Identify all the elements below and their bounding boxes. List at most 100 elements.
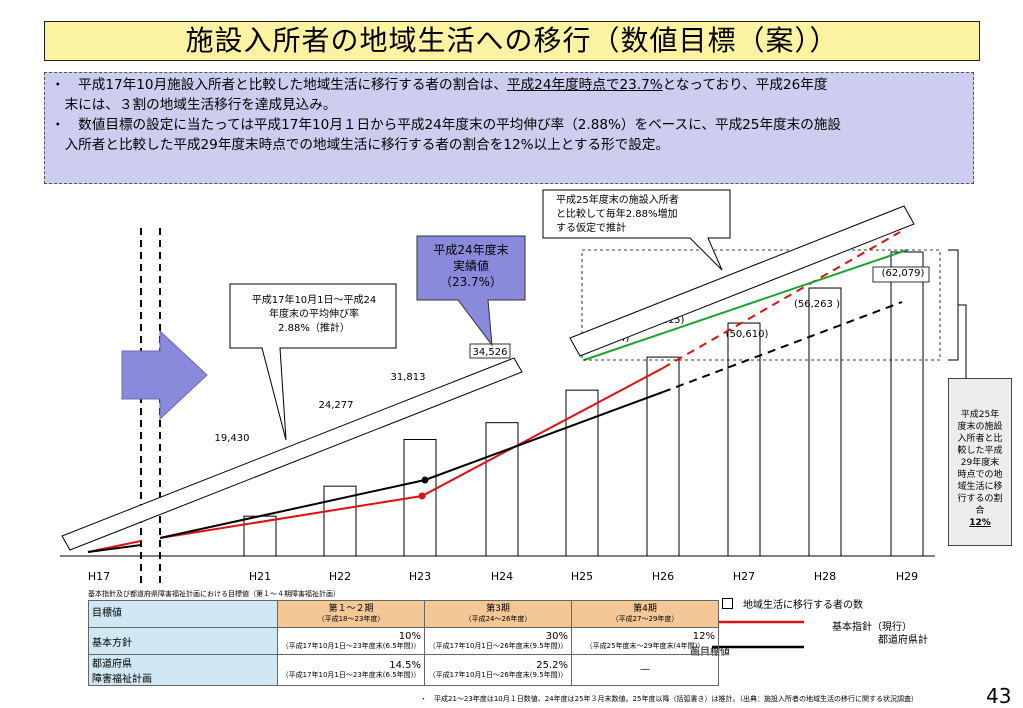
- x-tick-label: H25: [571, 570, 593, 583]
- side-note-line: 合: [975, 506, 985, 516]
- side-note-line: 域生活に移: [957, 482, 1003, 492]
- table-cell: 10% （平成17年10月1日～23年度末(6.5年間)）: [277, 627, 425, 655]
- cell-sub: （平成25年度末～29年度末(4年間)）: [585, 641, 705, 650]
- cell-value: 30%: [545, 630, 568, 642]
- target-bracket-connector: [958, 304, 967, 396]
- value-label: 34,526: [473, 347, 508, 358]
- red-series-point: [418, 492, 426, 500]
- red-series-projection: [662, 231, 901, 369]
- summary-notes: ・ 平成17年10月施設入所者と比較した地域生活に移行する者の割合は、平成24年…: [44, 72, 974, 184]
- note-line2: 末には、３割の地域生活移行を達成見込み。: [51, 97, 337, 113]
- page-title: 施設入所者の地域生活への移行（数値目標（案））: [44, 21, 980, 61]
- cell-sub: （平成17年10月1日～26年度末(9.5年間)）: [428, 641, 568, 650]
- assume-bracket: [569, 205, 915, 357]
- growth-callout-line: 平成17年10月1日～平成24: [252, 293, 377, 306]
- side-note-line: 29年度末: [960, 458, 1000, 468]
- table-header-1: 第１～２期 （平成18～23年度）: [277, 600, 425, 628]
- table-cell: 12% （平成25年度末～29年度末(4年間)）: [571, 627, 719, 655]
- x-tick-label: H23: [409, 570, 431, 583]
- side-note-line: 平成25年: [960, 410, 1000, 420]
- page-number: 43: [986, 684, 1012, 708]
- assume-callout-line: と比較して毎年2.88%増加: [556, 207, 677, 220]
- value-label: 24,277: [319, 400, 354, 411]
- table-cell: 14.5% （平成17年10月1日～23年度末(6.5年間)）: [277, 654, 425, 686]
- cell-sub: （平成17年10月1日～23年度末(6.5年間)）: [281, 670, 421, 679]
- arrow-shape: [121, 329, 208, 421]
- bar: [646, 356, 680, 557]
- table-row: 基本方針 10% （平成17年10月1日～23年度末(6.5年間)） 30% （平成…: [88, 627, 719, 655]
- side-note-box: 平成25年度末の施設入所者と比較した平成 29年度末時点での地域生活に移行するの割…: [948, 378, 1012, 546]
- footnote: ・ 平成21～23年度は10月１日数値、24年度は25年３月末数値。25年度以降…: [420, 695, 918, 703]
- note-line4: 入所者と比較した平成29年度末時点での地域生活に移行する者の割合を12%以上とす…: [51, 137, 670, 153]
- value-label-box: [469, 343, 511, 359]
- value-label: (56,263 ): [794, 299, 840, 310]
- side-note-line: 入所者と比: [957, 434, 1003, 444]
- table-cell: —: [571, 654, 719, 686]
- table-header-3: 第4期 （平成27～29年度）: [571, 600, 719, 628]
- legend-bar: 地域生活に移行する者の数: [722, 596, 863, 611]
- assume-callout-box: [542, 189, 731, 271]
- side-note-line: 行するの割: [957, 494, 1003, 504]
- table-header-1-title: 第１～２期: [328, 604, 374, 614]
- legend-bar-label: 地域生活に移行する者の数: [743, 600, 863, 611]
- black-series-line: [87, 544, 142, 553]
- actual-callout-line: （23.7%）: [440, 275, 502, 289]
- table-header-3-sub: （平成27～29年度）: [611, 615, 679, 623]
- x-tick-label: H26: [652, 570, 674, 583]
- cell-value: 12%: [692, 630, 715, 642]
- x-tick-label: H22: [329, 570, 351, 583]
- side-note-line: 度末の施設: [957, 422, 1003, 432]
- note-line1u: 平成24年度時点で23.7%: [507, 77, 663, 93]
- note-line1a: ・ 平成17年10月施設入所者と比較した地域生活に移行する者の割合は、: [51, 77, 507, 93]
- black-series-point: [421, 476, 429, 484]
- table-header-0: 目標値: [88, 600, 278, 628]
- side-note-line: 時点での地: [957, 470, 1003, 480]
- actual-callout-line: 平成24年度末: [433, 242, 508, 257]
- table-header-2-sub: （平成24～26年度）: [464, 615, 532, 623]
- growth-callout-box: [229, 283, 397, 441]
- note-line3: ・ 数値目標の設定に当たっては平成17年10月１日から平成24年度末の平均伸び率…: [51, 117, 842, 133]
- actual-callout-box: [416, 235, 526, 347]
- legend-red-label: 基本指針（現行）: [832, 622, 912, 633]
- bar: [485, 422, 519, 557]
- x-tick-label: H24: [491, 570, 513, 583]
- table-caption: 基本指針及び都道府県障害福祉計画における目標値（第１～４期障害福祉計画）: [88, 590, 340, 598]
- growth-callout-line: 年度末の平均伸び率: [269, 307, 359, 320]
- assume-callout-line: する仮定で推計: [556, 221, 626, 234]
- cell-sub: （平成17年10月1日～26年度末(9.5年間)）: [428, 670, 568, 679]
- value-label-box: [872, 266, 930, 283]
- row-label: 都道府県 障害福祉計画: [88, 654, 278, 686]
- target-bracket: [948, 249, 959, 361]
- x-tick-label: H21: [249, 570, 271, 583]
- growth-bracket: [61, 357, 523, 551]
- growth-callout-line: 2.88%（推計）: [278, 321, 350, 334]
- table-cell: 25.2% （平成17年10月1日～26年度末(9.5年間)）: [424, 654, 572, 686]
- bar: [808, 287, 842, 557]
- value-label: 19,430: [215, 433, 250, 444]
- value-label: (50,610): [726, 329, 769, 340]
- table-row: 都道府県 障害福祉計画 14.5% （平成17年10月1日～23年度末(6.5年間…: [88, 654, 719, 686]
- side-note-line: 較した平成: [957, 446, 1003, 456]
- table-header-2: 第3期 （平成24～26年度）: [424, 600, 572, 628]
- table-header-3-title: 第4期: [633, 604, 657, 614]
- assume-callout-line: 平成25年度末の施設入所者: [556, 193, 679, 206]
- table-header-2-title: 第3期: [486, 604, 510, 614]
- bar: [565, 389, 599, 557]
- green-series-line: [583, 249, 908, 361]
- cell-value: —: [640, 664, 650, 675]
- row-label: 基本方針: [88, 627, 278, 655]
- black-series-projection: [662, 301, 903, 393]
- x-tick-label: H27: [733, 570, 755, 583]
- cell-value: 14.5%: [389, 659, 421, 671]
- value-label: (62,079): [882, 268, 925, 279]
- side-note-bold: 12%: [969, 518, 991, 528]
- actual-callout-line: 実績値: [453, 258, 489, 273]
- cell-value: 25.2%: [536, 659, 568, 671]
- bar: [890, 251, 924, 557]
- note-line1b: となっており、平成26年度: [662, 77, 828, 93]
- target-table: 目標値 第１～２期 （平成18～23年度） 第3期 （平成24～26年度） 第4期（…: [88, 600, 719, 686]
- cell-sub: （平成17年10月1日～23年度末(6.5年間)）: [281, 641, 421, 650]
- x-tick-label: H28: [814, 570, 836, 583]
- side-note-text: 平成25年度末の施設入所者と比較した平成 29年度末時点での地域生活に移行するの割…: [949, 409, 1011, 517]
